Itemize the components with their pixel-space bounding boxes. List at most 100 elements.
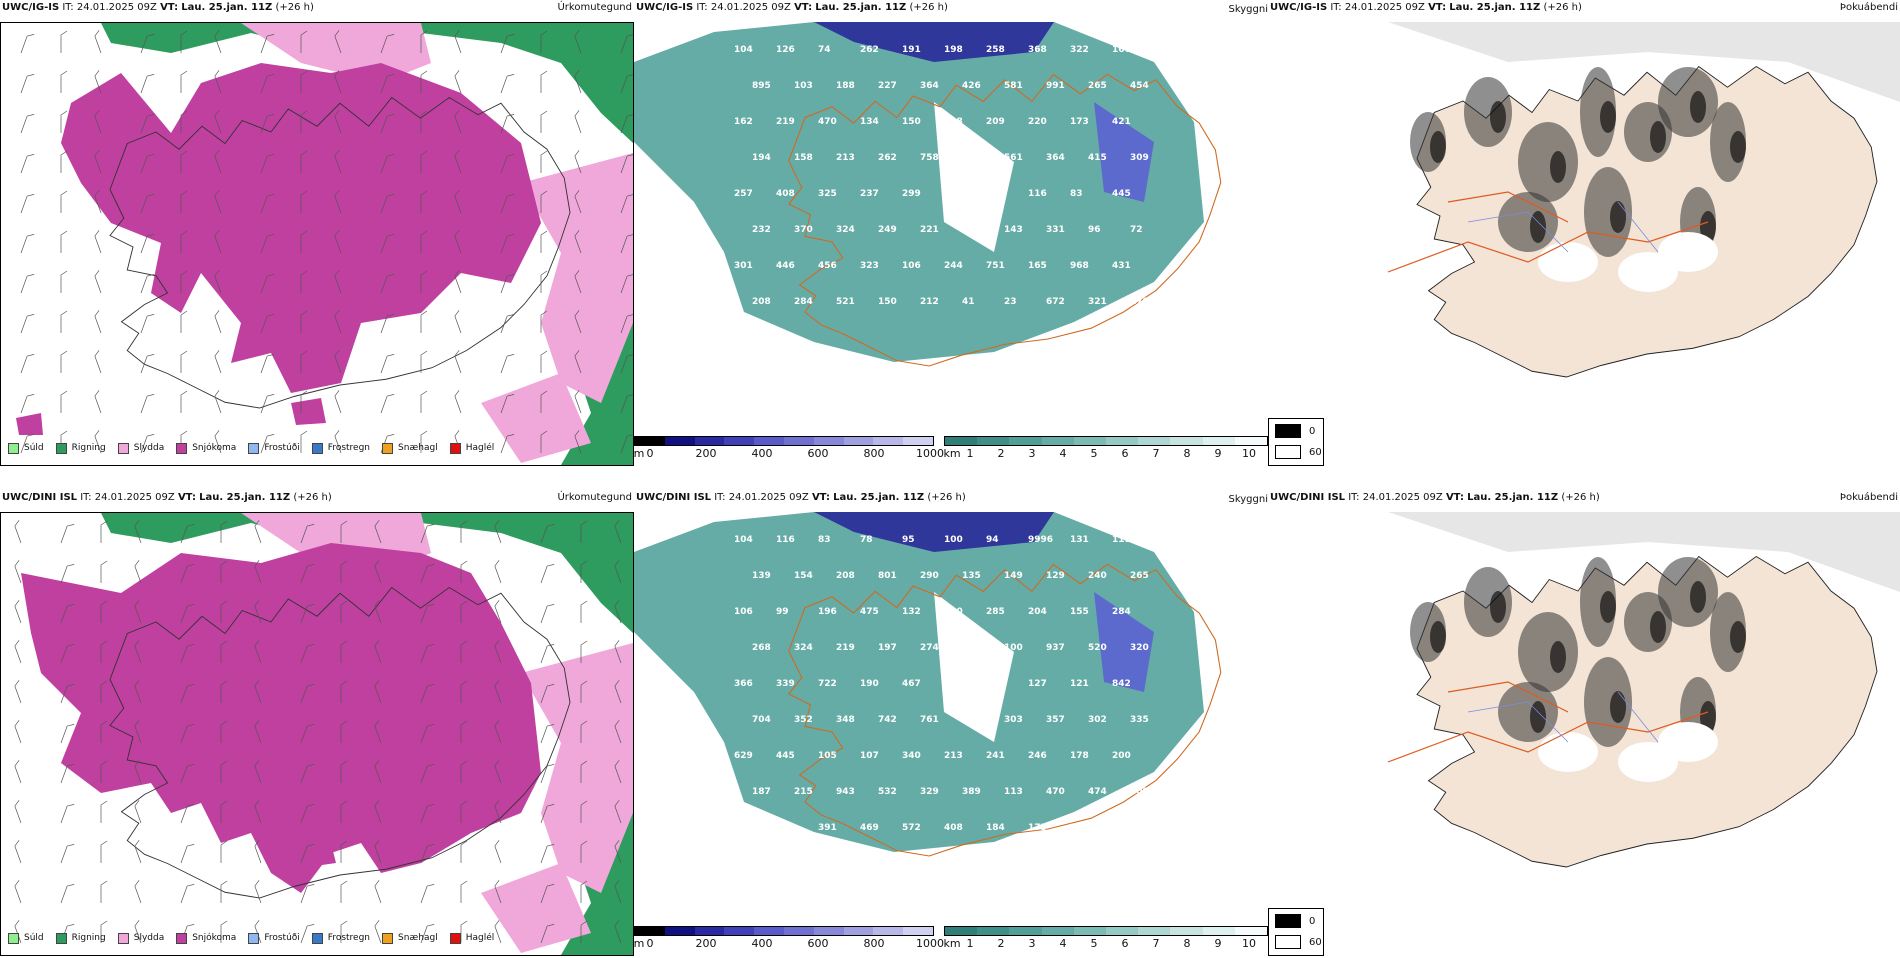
visibility-tick: 2 — [997, 447, 1005, 460]
fog-map[interactable] — [1268, 22, 1900, 432]
legend-item: Frostúði — [248, 442, 300, 454]
header-vt-value: Lau. 25.jan. 11Z — [181, 2, 273, 13]
vis-value-label: 364 — [1046, 153, 1065, 163]
vis-value-label: 335 — [1130, 715, 1149, 725]
vis-value-label: 991 — [1046, 81, 1065, 91]
vis-value-label: 572 — [902, 823, 921, 833]
visibility-map[interactable]: 104 116 83 78 95 100 94 9996 131 111 139 154 208 801 2… — [634, 512, 1266, 922]
visibility-tick: 4 — [1059, 937, 1067, 950]
visibility-ticks: km 1 2 3 4 5 6 7 8 9 10 — [943, 937, 1268, 951]
vis-value-label: 368 — [1028, 45, 1047, 55]
legend-item: Frostregn — [311, 932, 370, 944]
precip-map[interactable] — [0, 22, 634, 466]
header-it-label: IT: — [80, 492, 92, 503]
vis-value-label: 751 — [986, 261, 1005, 271]
visibility-tick: 2 — [997, 937, 1005, 950]
vis-value-label: 265 — [1088, 81, 1107, 91]
vis-value-label: 165 — [1028, 261, 1047, 271]
vis-value-label: 68 — [962, 643, 975, 653]
vis-value-label: 426 — [962, 81, 981, 91]
vis-value-label: 324 — [794, 643, 813, 653]
vis-value-label: 237 — [860, 189, 879, 199]
visibility-ticks: km 1 2 3 4 5 6 7 8 9 10 — [943, 447, 1268, 461]
legend-swatch — [248, 442, 260, 454]
vis-value-label: 374 — [734, 823, 753, 833]
vis-value-label: 215 — [794, 787, 813, 797]
vis-value-label: 323 — [860, 261, 879, 271]
visibility-tick: 8 — [1183, 937, 1191, 950]
vis-value-label: 208 — [836, 571, 855, 581]
header-vt-value: Lau. 25.jan. 11Z — [1467, 492, 1559, 503]
vis-value-label: 364 — [920, 81, 939, 91]
fog-panel: UWC/IG-IS IT: 24.01.2025 09Z VT: Lau. 25… — [1268, 0, 1900, 468]
height-tick: 600 — [807, 937, 829, 950]
vis-value-label: 200 — [1112, 751, 1131, 761]
height-unit: m — [633, 447, 645, 460]
vis-value-label: 170 — [1130, 297, 1149, 307]
visibility-tick: 7 — [1152, 447, 1160, 460]
legend-label: Snæhagl — [398, 443, 438, 453]
header-vt-value: Lau. 25.jan. 11Z — [1449, 2, 1541, 13]
vis-value-label: 105 — [818, 751, 837, 761]
vis-value-label: 213 — [836, 153, 855, 163]
vis-value-label: 415 — [1088, 153, 1107, 163]
header-vt-value: Lau. 25.jan. 11Z — [815, 2, 907, 13]
legend-swatch — [8, 442, 19, 454]
header-lead: (+26 h) — [1561, 492, 1600, 503]
header-lead: (+26 h) — [909, 2, 948, 13]
legend-item: Haglél — [449, 932, 495, 944]
vis-value-label: 968 — [1070, 261, 1089, 271]
header-model: UWC/IG-IS — [636, 2, 694, 13]
header-lead: (+26 h) — [1543, 2, 1582, 13]
vis-value-label: 9996 — [1028, 535, 1053, 545]
header-it-value: 24.01.2025 09Z — [1362, 492, 1443, 503]
vis-value-label: 196 — [818, 607, 837, 617]
visibility-map[interactable]: 104 126 74 262 191 198 258 368 322 166 895 103 188 22… — [634, 22, 1266, 432]
legend-swatch — [449, 442, 461, 454]
legend-label: Frostúði — [264, 443, 300, 453]
vis-value-label: 219 — [836, 643, 855, 653]
header-it-label: IT: — [714, 492, 726, 503]
vis-value-label: 302 — [1088, 715, 1107, 725]
vis-value-label: 370 — [794, 225, 813, 235]
header-model: UWC/DINI ISL — [1270, 492, 1346, 503]
precip-type-panel: UWC/IG-IS IT: 24.01.2025 09Z VT: Lau. 25… — [0, 0, 634, 468]
height-tick: 800 — [863, 937, 885, 950]
vis-value-label: 106 — [734, 333, 753, 343]
precip-map[interactable] — [0, 512, 634, 956]
legend-item: Haglél — [449, 442, 494, 454]
header-it-value: 24.01.2025 09Z — [94, 492, 175, 503]
panel-title: Þokuábendi — [1839, 492, 1898, 503]
fog-map[interactable] — [1268, 512, 1900, 922]
header-it-value: 24.01.2025 09Z — [76, 2, 157, 13]
vis-value-label: 107 — [860, 751, 879, 761]
legend-swatch — [176, 932, 188, 944]
vis-value-label: 106 — [734, 607, 753, 617]
vis-value-label: 116 — [986, 679, 1005, 689]
visibility-tick: 6 — [1121, 937, 1129, 950]
panel-title: Skyggni — [1228, 4, 1268, 15]
panel-header: UWC/DINI ISL IT: 24.01.2025 09Z VT: Lau.… — [1268, 490, 1900, 504]
header-lead: (+26 h) — [293, 492, 332, 503]
legend-label: Súld — [24, 933, 44, 943]
legend-item: Frostregn — [311, 442, 370, 454]
vis-value-label: 421 — [1112, 117, 1131, 127]
height-tick: 1000 — [916, 937, 944, 950]
header-vt-label: VT: — [811, 492, 830, 503]
header-vt-label: VT: — [1445, 492, 1464, 503]
vis-value-label: 212 — [920, 297, 939, 307]
visibility-tick: 6 — [1121, 447, 1129, 460]
vis-value-label: 842 — [1112, 679, 1131, 689]
vis-value-label: 103 — [944, 679, 963, 689]
vis-value-label: 23 — [1004, 297, 1017, 307]
vis-value-label: 431 — [1112, 261, 1131, 271]
legend-label: Haglél — [465, 933, 495, 943]
height-tick: 200 — [695, 937, 717, 950]
vis-value-label: 246 — [1028, 751, 1047, 761]
vis-value-label: 100 — [1004, 643, 1023, 653]
legend-label: Snjókoma — [192, 933, 237, 943]
legend-swatch — [248, 932, 260, 944]
fog-legend-low: 60 — [1309, 936, 1322, 948]
vis-value-label: 320 — [1130, 643, 1149, 653]
precip-legend: Súld Rigning Slydda Snjókoma Frostúði Frostre… — [0, 928, 632, 948]
